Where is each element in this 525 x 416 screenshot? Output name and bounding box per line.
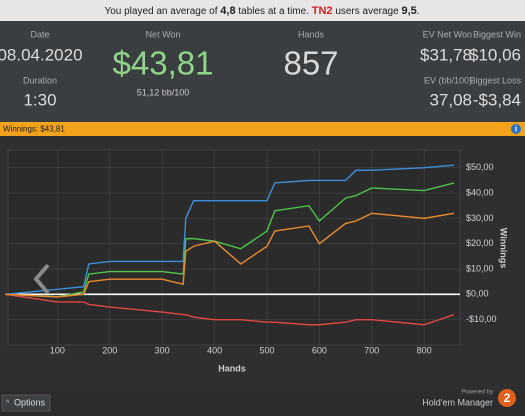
powered-by: Powered by — [461, 390, 493, 396]
banner-number: 9,5 — [401, 5, 416, 17]
stat-value: -$3,84 — [473, 90, 521, 109]
grid: $50,00 $40,00 $30,00 $20,00 $10,00 $0,00 -$10,… — [8, 150, 497, 355]
info-icon-glyph: i — [515, 125, 517, 134]
y-tick-label: $40,00 — [466, 187, 494, 197]
stat-label: Biggest Win — [473, 29, 521, 39]
y-tick-label: $30,00 — [466, 213, 494, 223]
product-logo — [498, 389, 516, 407]
stats-panel — [0, 21, 525, 122]
stat-value: $10,06 — [469, 45, 521, 64]
x-axis-label: Hands — [218, 363, 246, 373]
x-tick-label: 800 — [417, 345, 432, 355]
banner-part: tables at a time. — [238, 6, 309, 17]
prev-arrow[interactable] — [33, 263, 50, 295]
stat-value: 37,08 — [429, 90, 472, 109]
y-tick-label: $0,00 — [466, 289, 489, 299]
stat-label: Hands — [298, 29, 325, 39]
banner-part: You played an average of — [104, 6, 217, 17]
banner-number: 4,8 — [220, 5, 235, 17]
product-name: Hold'em Manager — [422, 397, 493, 407]
series-line — [4, 212, 455, 298]
stat-label: Date — [30, 29, 49, 39]
bb100-value: 51,12 bb/100 — [137, 87, 190, 97]
section-bar — [0, 122, 525, 136]
lines — [4, 164, 455, 326]
series-line — [4, 293, 455, 326]
y-tick-label: $10,00 — [466, 263, 494, 273]
y-tick-label: $20,00 — [466, 238, 494, 248]
product-version: 2 — [504, 391, 511, 405]
banner-brand: TN2 — [312, 5, 333, 17]
banner-text: You played an average of 4,8 tables at a… — [104, 5, 419, 17]
stat-label: Biggest Loss — [469, 75, 521, 85]
banner-part: . — [417, 6, 420, 17]
stat-label: EV (bb/100) — [424, 75, 472, 85]
hands-value: 857 — [283, 45, 338, 82]
x-tick-label: 300 — [155, 345, 170, 355]
section-title: Winnings: $43,81 — [3, 125, 65, 134]
series-line — [4, 182, 455, 298]
series-line — [4, 164, 455, 296]
y-axis-label: Winnings — [499, 228, 509, 268]
y-tick-label: $50,00 — [466, 162, 494, 172]
x-tick-label: 500 — [259, 345, 274, 355]
y-tick-label: -$10,00 — [466, 314, 497, 324]
stat-value: 08.04.2020 — [0, 45, 83, 64]
banner — [0, 0, 525, 21]
options-button[interactable] — [1, 394, 51, 412]
x-tick-label: 100 — [50, 345, 65, 355]
x-tick-label: 600 — [312, 345, 327, 355]
options-caret: ^ — [6, 400, 10, 407]
options-label: Options — [14, 397, 46, 407]
x-tick-label: 400 — [207, 345, 222, 355]
stat-label: Duration — [23, 75, 57, 85]
stat-value: 1:30 — [23, 90, 56, 109]
net-won-value: $43,81 — [113, 45, 214, 82]
banner-part: users average — [335, 6, 399, 17]
info-icon[interactable] — [511, 124, 521, 134]
footer — [0, 392, 525, 416]
stat-label: Net Won — [146, 29, 181, 39]
x-tick-label: 200 — [102, 345, 117, 355]
x-tick-label: 700 — [364, 345, 379, 355]
stat-value: $31,78 — [420, 45, 472, 64]
stat-label: EV Net Won — [423, 29, 472, 39]
